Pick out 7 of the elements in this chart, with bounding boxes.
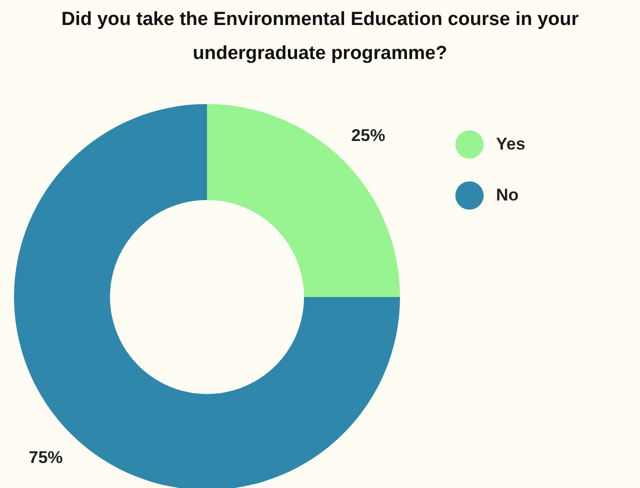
donut-slice [14, 104, 400, 488]
data-label: 25% [351, 126, 386, 145]
donut-slice [207, 104, 400, 297]
legend-label: Yes [496, 134, 526, 154]
legend-label: No [496, 186, 519, 204]
data-label: 75% [28, 448, 63, 468]
chart-title: Did you take the Environmental Education course in your undergraduate programme? [61, 9, 580, 64]
